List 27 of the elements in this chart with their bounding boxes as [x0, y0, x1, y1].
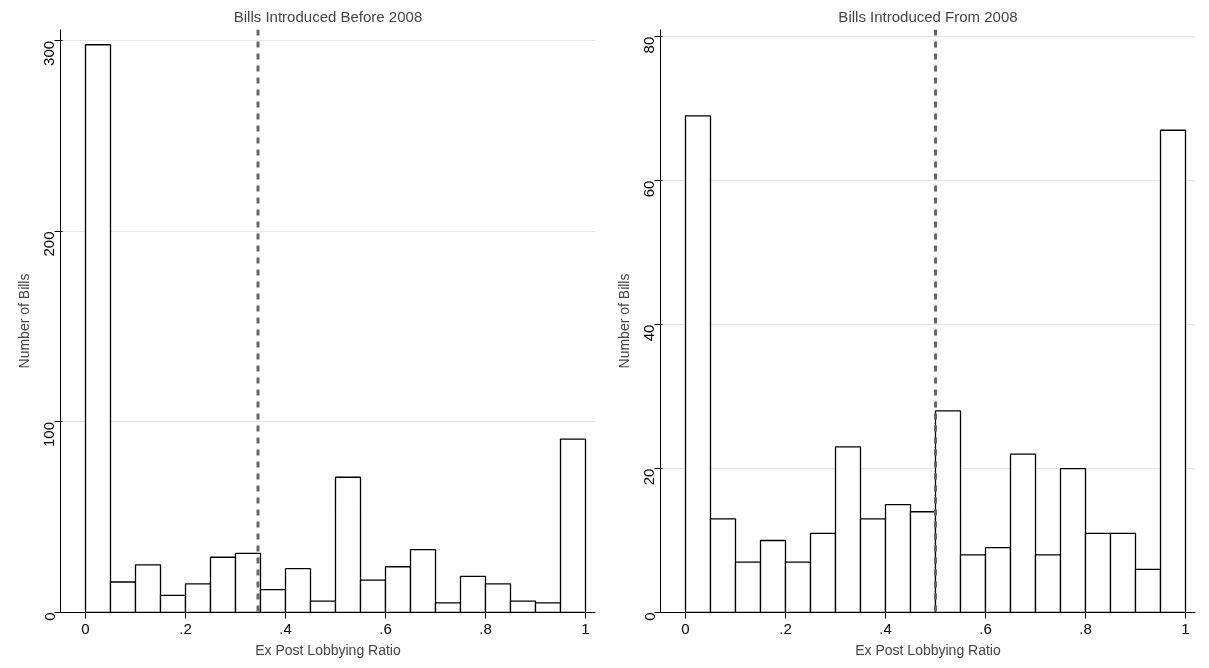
chart-title: Bills Introduced Before 2008: [233, 7, 423, 25]
x-tick-label: .6: [979, 619, 992, 637]
y-tick-label: 60: [640, 180, 658, 198]
y-axis-title: Number of Bills: [15, 273, 32, 369]
chart-title: Bills Introduced From 2008: [838, 7, 1018, 25]
x-tick-label: .6: [379, 619, 392, 637]
x-axis-title: Ex Post Lobbying Ratio: [855, 641, 1001, 658]
x-tick-label: .2: [779, 619, 792, 637]
x-axis-title: Ex Post Lobbying Ratio: [255, 641, 401, 658]
y-axis-title: Number of Bills: [615, 273, 632, 369]
x-tick-label: .2: [179, 619, 192, 637]
y-tick-label: 20: [640, 468, 658, 486]
x-tick-label: .4: [879, 619, 892, 637]
x-tick-label: 0: [681, 619, 690, 637]
y-tick-label: 100: [40, 421, 58, 447]
x-tick-label: .4: [279, 619, 292, 637]
x-tick-label: 1: [581, 619, 590, 637]
y-tick-label: 0: [40, 612, 58, 621]
x-tick-label: .8: [479, 619, 492, 637]
y-tick-label: 80: [640, 36, 658, 54]
x-tick-label: .8: [1079, 619, 1092, 637]
y-tick-label: 200: [40, 231, 58, 257]
y-tick-label: 0: [640, 612, 658, 621]
x-tick-label: 1: [1181, 619, 1190, 637]
y-tick-label: 300: [40, 40, 58, 66]
x-tick-label: 0: [81, 619, 90, 637]
y-tick-label: 40: [640, 324, 658, 342]
